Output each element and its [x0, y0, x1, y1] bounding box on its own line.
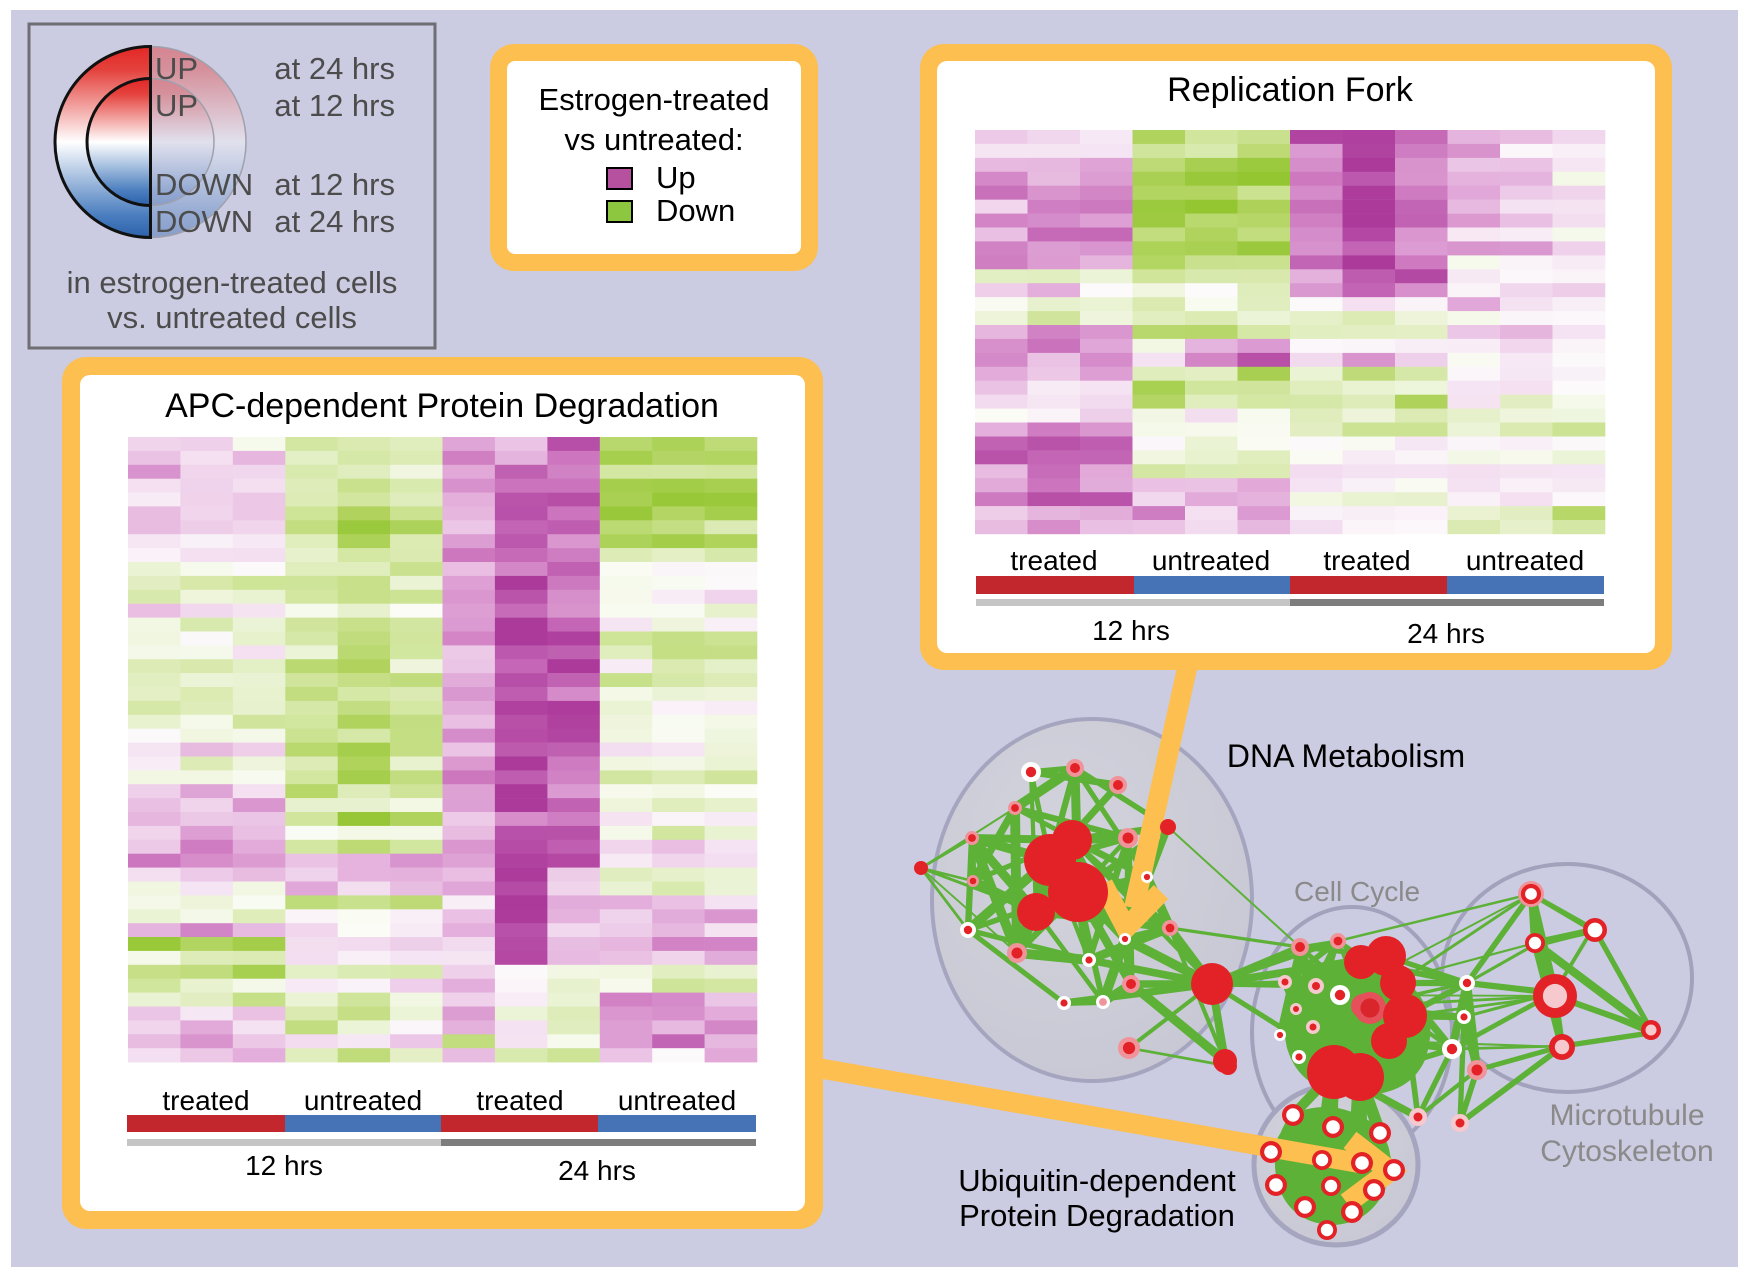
svg-text:at 24 hrs: at 24 hrs	[274, 51, 395, 86]
svg-text:treated: treated	[1010, 545, 1097, 576]
svg-text:treated: treated	[476, 1085, 563, 1116]
svg-text:Replication Fork: Replication Fork	[1167, 71, 1414, 109]
svg-text:treated: treated	[1323, 545, 1410, 576]
svg-text:DNA Metabolism: DNA Metabolism	[1227, 738, 1465, 774]
svg-text:Up: Up	[656, 160, 696, 195]
svg-text:Cytoskeleton: Cytoskeleton	[1540, 1135, 1713, 1168]
svg-text:Estrogen-treated: Estrogen-treated	[539, 82, 770, 117]
svg-text:untreated: untreated	[618, 1085, 736, 1116]
svg-text:in estrogen-treated cells: in estrogen-treated cells	[67, 265, 398, 300]
svg-text:UP: UP	[155, 51, 198, 86]
svg-text:Ubiquitin-dependent: Ubiquitin-dependent	[958, 1163, 1236, 1198]
svg-text:Protein Degradation: Protein Degradation	[959, 1198, 1235, 1233]
svg-text:Cell Cycle: Cell Cycle	[1294, 876, 1420, 907]
svg-text:Microtubule: Microtubule	[1549, 1099, 1704, 1132]
svg-text:DOWN: DOWN	[155, 204, 253, 239]
svg-text:12 hrs: 12 hrs	[245, 1150, 323, 1181]
svg-text:12 hrs: 12 hrs	[1092, 615, 1170, 646]
svg-text:vs. untreated cells: vs. untreated cells	[107, 300, 357, 335]
svg-text:untreated: untreated	[1466, 545, 1584, 576]
svg-text:untreated: untreated	[304, 1085, 422, 1116]
svg-text:at 12 hrs: at 12 hrs	[274, 88, 395, 123]
svg-text:24 hrs: 24 hrs	[558, 1155, 636, 1186]
svg-text:untreated: untreated	[1152, 545, 1270, 576]
svg-text:DOWN: DOWN	[155, 167, 253, 202]
svg-text:treated: treated	[162, 1085, 249, 1116]
svg-text:vs untreated:: vs untreated:	[564, 122, 743, 157]
svg-text:APC-dependent Protein Degradat: APC-dependent Protein Degradation	[165, 387, 719, 425]
svg-text:Down: Down	[656, 193, 735, 228]
svg-text:at 24 hrs: at 24 hrs	[274, 204, 395, 239]
svg-text:at 12 hrs: at 12 hrs	[274, 167, 395, 202]
svg-text:24 hrs: 24 hrs	[1407, 618, 1485, 649]
svg-text:UP: UP	[155, 88, 198, 123]
